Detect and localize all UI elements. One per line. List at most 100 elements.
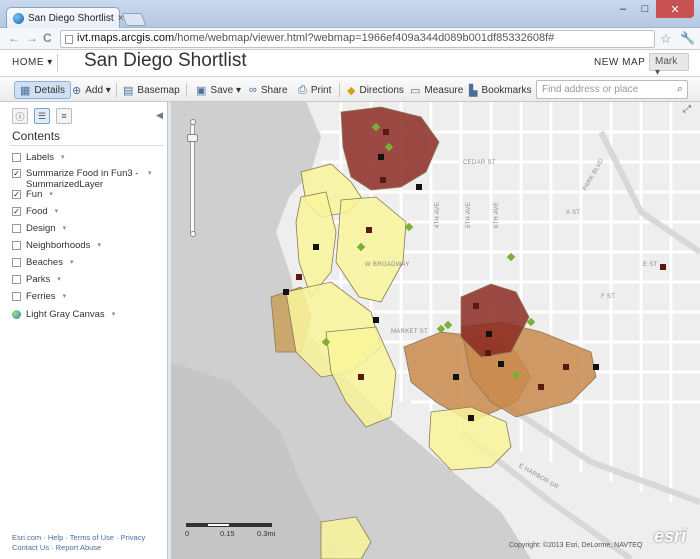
- layer-checkbox[interactable]: ✓: [12, 169, 21, 178]
- layer-menu-caret-icon[interactable]: ▾: [57, 276, 61, 283]
- layer-item[interactable]: ✓ Summarize Food in Fun3 - SummarizedLaye…: [12, 168, 152, 190]
- save-button[interactable]: ▣ Save ▾: [196, 81, 241, 99]
- layer-item[interactable]: Labels ▾: [12, 152, 65, 163]
- add-button[interactable]: ⊕ Add ▾: [72, 81, 111, 99]
- layer-menu-caret-icon[interactable]: ▾: [148, 170, 152, 177]
- map-point-marker[interactable]: [366, 227, 372, 233]
- contents-tab-icon[interactable]: ☰: [34, 108, 50, 124]
- bookmark-star-icon[interactable]: ☆: [660, 31, 672, 46]
- about-tab-icon[interactable]: ⓘ: [12, 108, 28, 124]
- basemap-button[interactable]: ▤ Basemap: [123, 81, 180, 99]
- forward-arrow-icon[interactable]: →: [26, 31, 38, 45]
- layer-menu-caret-icon[interactable]: ▾: [61, 154, 65, 161]
- reload-icon[interactable]: C: [43, 31, 52, 45]
- layer-menu-caret-icon[interactable]: ▾: [97, 242, 101, 249]
- layer-menu-caret-icon[interactable]: ▾: [62, 225, 67, 232]
- directions-button[interactable]: ◆ Directions: [347, 81, 404, 99]
- map-point-marker[interactable]: [380, 177, 386, 183]
- fun-area-polygon[interactable]: [428, 406, 512, 471]
- map-point-marker[interactable]: [378, 154, 384, 160]
- layer-checkbox[interactable]: [12, 153, 21, 162]
- map-point-marker[interactable]: [473, 303, 479, 309]
- map-point-marker[interactable]: [593, 364, 599, 370]
- footer-links-2[interactable]: Contact Us · Report Abuse: [12, 543, 102, 552]
- map-point-marker[interactable]: [358, 374, 364, 380]
- tab-close-icon[interactable]: ×: [117, 12, 124, 24]
- measure-button[interactable]: ▭ Measure: [410, 81, 463, 99]
- close-window-button[interactable]: ✕: [656, 0, 694, 18]
- zoom-out-button[interactable]: [190, 231, 196, 237]
- map-point-marker[interactable]: [313, 244, 319, 250]
- map-point-marker[interactable]: [416, 184, 422, 190]
- map-point-marker[interactable]: [563, 364, 569, 370]
- user-menu[interactable]: Mark ▾: [649, 53, 689, 78]
- layer-menu-caret-icon[interactable]: ▾: [54, 208, 59, 215]
- map-view[interactable]: CEDAR ST A ST E ST F ST MARKET ST PARK B…: [171, 102, 700, 559]
- new-tab-button[interactable]: [121, 13, 147, 26]
- map-point-marker[interactable]: [384, 142, 394, 152]
- layer-item[interactable]: Beaches ▾: [12, 257, 74, 268]
- bookmarks-button[interactable]: ▙ Bookmarks: [469, 81, 531, 99]
- map-point-marker[interactable]: [511, 370, 521, 380]
- layer-item[interactable]: Neighborhoods ▾: [12, 240, 101, 251]
- print-button[interactable]: ⎙ Print: [298, 81, 331, 99]
- map-canvas[interactable]: [171, 102, 700, 559]
- layer-item[interactable]: ✓ Fun ▾: [12, 189, 53, 200]
- search-icon[interactable]: ⌕: [676, 83, 683, 95]
- map-point-marker[interactable]: [404, 222, 414, 232]
- fullscreen-expand-icon[interactable]: ⤢: [683, 104, 691, 115]
- minimize-button[interactable]: –: [619, 3, 627, 15]
- search-input[interactable]: Find address or place ⌕: [536, 80, 688, 99]
- map-point-marker[interactable]: [356, 242, 366, 252]
- map-point-marker[interactable]: [321, 337, 331, 347]
- layer-menu-caret-icon[interactable]: ▾: [62, 293, 67, 300]
- map-point-marker[interactable]: [485, 350, 491, 356]
- layer-checkbox[interactable]: [12, 224, 21, 233]
- layer-item[interactable]: Design ▾: [12, 223, 66, 234]
- map-point-marker[interactable]: [498, 361, 504, 367]
- layer-item[interactable]: ✓ Food ▾: [12, 206, 58, 217]
- share-button[interactable]: ∞ Share: [249, 81, 288, 99]
- wrench-menu-icon[interactable]: 🔧: [680, 31, 695, 45]
- layer-checkbox[interactable]: ✓: [12, 190, 21, 199]
- legend-tab-icon[interactable]: ≡: [56, 108, 72, 124]
- url-field[interactable]: ivt.maps.arcgis.com/home/webmap/viewer.h…: [60, 30, 655, 48]
- layer-menu-caret-icon[interactable]: ▾: [49, 191, 53, 198]
- map-point-marker[interactable]: [538, 384, 544, 390]
- map-point-marker[interactable]: [453, 374, 459, 380]
- summary-area-polygon[interactable]: [460, 283, 530, 358]
- map-point-marker[interactable]: [660, 264, 666, 270]
- layer-item[interactable]: Ferries ▾: [12, 291, 66, 302]
- layer-item[interactable]: Parks ▾: [12, 274, 61, 285]
- map-point-marker[interactable]: [506, 252, 516, 262]
- footer-links-1[interactable]: Esri.com · Help · Terms of Use · Privacy: [12, 533, 146, 542]
- layer-checkbox[interactable]: ✓: [12, 207, 21, 216]
- details-button[interactable]: ▦ Details: [14, 81, 71, 99]
- layer-checkbox[interactable]: [12, 292, 21, 301]
- map-point-marker[interactable]: [443, 320, 453, 330]
- browser-tab[interactable]: San Diego Shortlist ×: [6, 7, 123, 28]
- fun-area-polygon[interactable]: [335, 196, 407, 303]
- basemap-layer-item[interactable]: Light Gray Canvas ▾: [12, 309, 115, 320]
- layer-menu-caret-icon[interactable]: ▾: [69, 259, 74, 266]
- map-point-marker[interactable]: [371, 122, 381, 132]
- zoom-slider-handle[interactable]: [187, 134, 198, 142]
- map-point-marker[interactable]: [373, 317, 379, 323]
- map-point-marker[interactable]: [283, 289, 289, 295]
- layer-checkbox[interactable]: [12, 258, 21, 267]
- layer-menu-caret-icon[interactable]: ▾: [111, 311, 116, 318]
- home-menu[interactable]: HOME ▾: [12, 57, 53, 68]
- back-arrow-icon[interactable]: ←: [8, 31, 20, 45]
- map-point-marker[interactable]: [526, 317, 536, 327]
- map-point-marker[interactable]: [296, 274, 302, 280]
- map-point-marker[interactable]: [436, 324, 446, 334]
- layer-checkbox[interactable]: [12, 241, 21, 250]
- map-point-marker[interactable]: [468, 415, 474, 421]
- maximize-button[interactable]: □: [641, 3, 649, 15]
- map-point-marker[interactable]: [383, 129, 389, 135]
- fun-area-polygon[interactable]: [320, 516, 372, 559]
- map-point-marker[interactable]: [486, 331, 492, 337]
- new-map-link[interactable]: NEW MAP: [594, 57, 646, 68]
- zoom-in-button[interactable]: [190, 119, 196, 125]
- layer-checkbox[interactable]: [12, 275, 21, 284]
